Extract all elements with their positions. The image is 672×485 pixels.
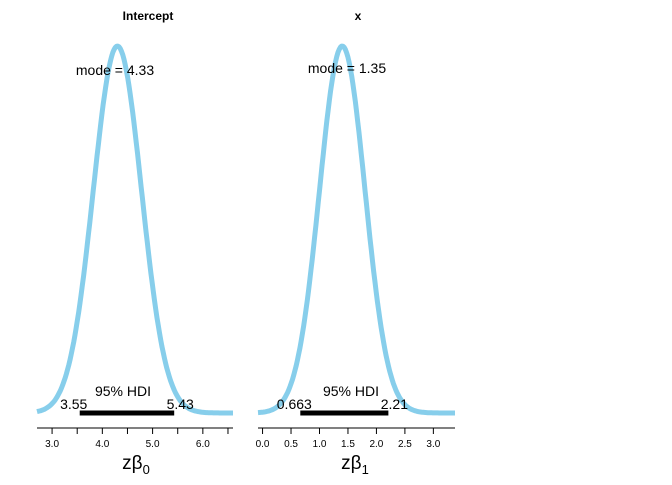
hdi-high-label: 2.21	[381, 396, 408, 412]
x-tick-label: 2.5	[398, 439, 412, 450]
x-axis-label: zβ1	[341, 453, 369, 477]
hdi-low-label: 0.663	[277, 396, 312, 412]
hdi-label: 95% HDI	[323, 383, 379, 399]
x-tick-label: 0.0	[256, 439, 270, 450]
x-tick-label: 2.0	[369, 439, 383, 450]
density-curve	[35, 43, 235, 416]
x-axis-label-sub: 1	[362, 462, 369, 477]
x-axis-label-main: zβ	[341, 453, 362, 474]
panel-title: Intercept	[123, 9, 174, 23]
density-curve	[256, 43, 457, 416]
panel-title: x	[355, 9, 362, 23]
x-tick-label: 0.5	[284, 439, 298, 450]
x-tick-label: 1.0	[313, 439, 327, 450]
mode-label: mode = 1.35	[308, 60, 386, 76]
hdi-low-label: 3.55	[60, 396, 87, 412]
x-axis-label-main: zβ	[122, 453, 143, 474]
x-axis: 3.0 4.0 5.0 6.0	[37, 427, 233, 450]
x-tick-label: 4.0	[95, 439, 109, 450]
x-tick-label: 3.0	[45, 439, 59, 450]
hdi-high-label: 5.43	[167, 396, 194, 412]
x-tick-label: 1.5	[341, 439, 355, 450]
x-tick-label: 5.0	[146, 439, 160, 450]
x-axis-label-sub: 0	[143, 462, 150, 477]
panel-x: x mode = 1.35 95% HDI 0.663 2.21 0.0 0.5 1…	[256, 9, 457, 477]
panel-intercept: Intercept mode = 4.33 95% HDI 3.55 5.43 …	[35, 9, 235, 477]
x-tick-label: 3.0	[426, 439, 440, 450]
x-tick-label: 6.0	[196, 439, 210, 450]
density-curve-layer	[256, 43, 457, 416]
x-axis: 0.0 0.5 1.0 1.5 2.0 2.5 3.0	[256, 427, 455, 450]
density-curve-layer	[35, 43, 235, 416]
x-axis-label: zβ0	[122, 453, 150, 477]
hdi-label: 95% HDI	[95, 383, 151, 399]
mode-label: mode = 4.33	[76, 62, 154, 78]
